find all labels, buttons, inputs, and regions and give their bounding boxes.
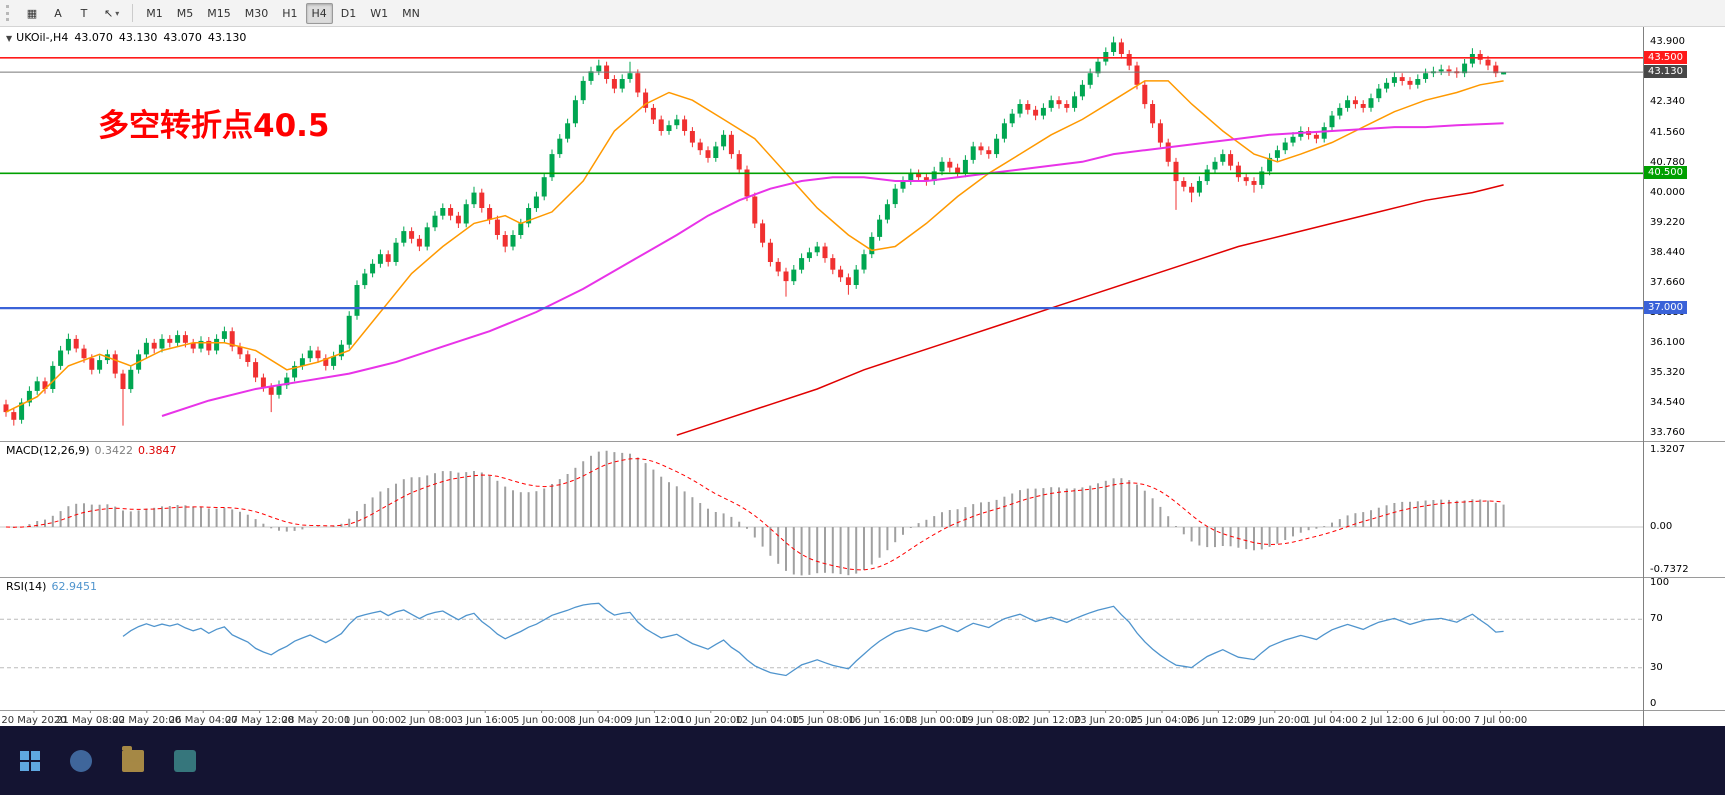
svg-text:10 Jun 20:00: 10 Jun 20:00 <box>679 715 743 726</box>
scale-label: 0.00 <box>1650 521 1673 533</box>
svg-text:3 Jun 16:00: 3 Jun 16:00 <box>457 715 514 726</box>
scale-label: 43.900 <box>1650 36 1685 48</box>
text-tool-button[interactable]: T <box>72 3 96 24</box>
svg-text:19 Jun 08:00: 19 Jun 08:00 <box>961 715 1025 726</box>
svg-text:26 Jun 12:00: 26 Jun 12:00 <box>1187 715 1251 726</box>
svg-text:2 Jun 08:00: 2 Jun 08:00 <box>400 715 457 726</box>
rsi-name: RSI(14) <box>6 580 47 593</box>
scale-label: 34.540 <box>1650 396 1685 408</box>
annotation-a-button[interactable]: A <box>46 3 70 24</box>
chevron-down-icon: ▾ <box>115 8 120 18</box>
toolbar: ▦ A T ↖ ▾ M1 M5 M15 M30 H1 H4 D1 W1 MN <box>0 0 1725 27</box>
tf-m15-button[interactable]: M15 <box>201 3 237 24</box>
scale-label: 36.100 <box>1650 336 1685 348</box>
grid-icon[interactable]: ▦ <box>20 3 44 24</box>
tf-mn-button[interactable]: MN <box>396 3 426 24</box>
tf-m30-button[interactable]: M30 <box>239 3 275 24</box>
collapse-icon[interactable]: ▼ <box>6 34 13 43</box>
taskbar-app-icon-3[interactable] <box>174 749 196 772</box>
svg-text:12 Jun 04:00: 12 Jun 04:00 <box>735 715 799 726</box>
tf-m1-button[interactable]: M1 <box>140 3 169 24</box>
svg-text:23 Jun 20:00: 23 Jun 20:00 <box>1074 715 1138 726</box>
scale-label: 40.780 <box>1650 156 1685 168</box>
svg-text:7 Jul 00:00: 7 Jul 00:00 <box>1474 715 1528 726</box>
panel-separator <box>0 710 1725 711</box>
svg-text:18 Jun 00:00: 18 Jun 00:00 <box>905 715 969 726</box>
tf-h1-button[interactable]: H1 <box>276 3 303 24</box>
svg-text:16 Jun 16:00: 16 Jun 16:00 <box>848 715 912 726</box>
scale-label: 0 <box>1650 697 1657 709</box>
macd-label: MACD(12,26,9) 0.3422 0.3847 <box>6 444 182 457</box>
panel-separator[interactable] <box>0 577 1725 578</box>
rsi-value: 62.9451 <box>51 580 97 593</box>
svg-text:22 May 20:00: 22 May 20:00 <box>113 715 182 726</box>
scale-label: 1.3207 <box>1650 443 1685 455</box>
taskbar <box>0 726 1725 795</box>
windows-logo-icon <box>20 750 29 760</box>
tf-d1-button[interactable]: D1 <box>335 3 362 24</box>
chart-title: ▼ UKOil-,H4 43.070 43.130 43.070 43.130 <box>6 31 246 44</box>
ohlc-low: 43.070 <box>163 31 202 44</box>
svg-text:1 Jun 00:00: 1 Jun 00:00 <box>344 715 401 726</box>
tf-h4-button[interactable]: H4 <box>305 2 333 24</box>
scale-label: 33.760 <box>1650 426 1685 438</box>
scale-label: 70 <box>1650 613 1663 625</box>
main-chart[interactable] <box>0 27 1643 441</box>
scale-label: 39.220 <box>1650 216 1685 228</box>
svg-text:15 Jun 08:00: 15 Jun 08:00 <box>792 715 856 726</box>
cursor-icon: ↖ <box>104 6 114 20</box>
price-badge: 40.500 <box>1644 166 1687 180</box>
svg-text:26 May 04:00: 26 May 04:00 <box>169 715 238 726</box>
taskbar-app-icon-2[interactable] <box>122 745 144 772</box>
scale-label: 38.440 <box>1650 246 1685 258</box>
svg-text:21 May 08:00: 21 May 08:00 <box>56 715 125 726</box>
start-button[interactable] <box>20 750 40 771</box>
macd-name: MACD(12,26,9) <box>6 444 90 457</box>
svg-text:27 May 12:00: 27 May 12:00 <box>225 715 294 726</box>
macd-value: 0.3422 <box>94 444 134 457</box>
ohlc-open: 43.070 <box>74 31 113 44</box>
price-badge: 43.130 <box>1644 65 1687 79</box>
price-badge: 37.000 <box>1644 301 1687 315</box>
svg-text:20 May 2020: 20 May 2020 <box>1 715 66 726</box>
scale-label: 30 <box>1650 661 1663 673</box>
ohlc-close: 43.130 <box>207 31 247 44</box>
ohlc-high: 43.130 <box>118 31 158 44</box>
svg-text:6 Jul 00:00: 6 Jul 00:00 <box>1417 715 1471 726</box>
svg-text:5 Jun 00:00: 5 Jun 00:00 <box>513 715 570 726</box>
tf-w1-button[interactable]: W1 <box>364 3 394 24</box>
svg-text:8 Jun 04:00: 8 Jun 04:00 <box>569 715 626 726</box>
rsi-panel[interactable] <box>0 577 1643 710</box>
toolbar-grip[interactable] <box>6 5 12 21</box>
scale-label: 37.660 <box>1650 276 1685 288</box>
svg-text:25 Jun 04:00: 25 Jun 04:00 <box>1130 715 1194 726</box>
svg-text:22 Jun 12:00: 22 Jun 12:00 <box>1017 715 1081 726</box>
chart-annotation-text[interactable]: 多空转折点40.5 <box>98 108 330 144</box>
rsi-label: RSI(14) 62.9451 <box>6 580 102 593</box>
symbol-period: UKOil-,H4 <box>16 31 69 44</box>
scale-label: -0.7372 <box>1650 564 1689 575</box>
svg-text:9 Jun 12:00: 9 Jun 12:00 <box>626 715 683 726</box>
macd-panel[interactable] <box>0 441 1643 577</box>
scale-label: 40.000 <box>1650 186 1685 198</box>
svg-text:29 Jun 20:00: 29 Jun 20:00 <box>1243 715 1307 726</box>
toolbar-separator <box>132 4 134 22</box>
price-scale[interactable]: 43.90043.12042.34041.56040.78040.00039.2… <box>1643 27 1725 726</box>
price-badge: 43.500 <box>1644 50 1687 64</box>
scale-label: 42.340 <box>1650 96 1685 108</box>
macd-signal-value: 0.3847 <box>138 444 177 457</box>
scale-label: 100 <box>1650 577 1670 589</box>
svg-text:1 Jul 04:00: 1 Jul 04:00 <box>1304 715 1358 726</box>
cursor-tool-button[interactable]: ↖ ▾ <box>98 3 125 24</box>
scale-label: 35.320 <box>1650 366 1685 378</box>
panel-separator[interactable] <box>0 441 1725 442</box>
svg-text:2 Jul 12:00: 2 Jul 12:00 <box>1361 715 1415 726</box>
scale-label: 41.560 <box>1650 126 1685 138</box>
tf-m5-button[interactable]: M5 <box>171 3 200 24</box>
svg-text:28 May 20:00: 28 May 20:00 <box>282 715 351 726</box>
taskbar-app-icon-1[interactable] <box>70 749 92 772</box>
